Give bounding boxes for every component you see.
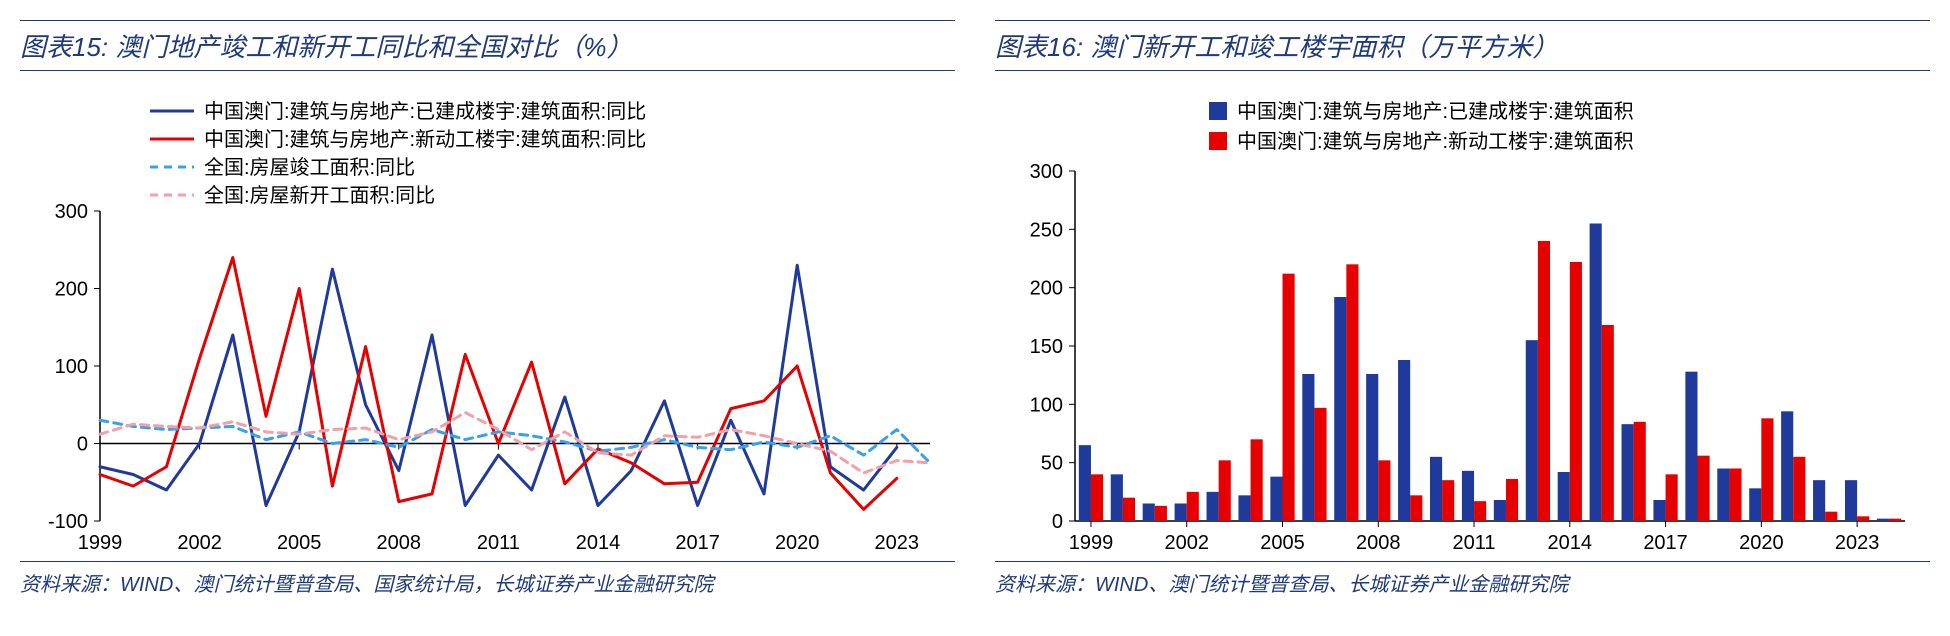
right-chart: 中国澳门:建筑与房地产:已建成楼宇:建筑面积中国澳门:建筑与房地产:新动工楼宇:… [995,81,1930,561]
svg-text:200: 200 [55,279,88,301]
svg-text:全国:房屋竣工面积:同比: 全国:房屋竣工面积:同比 [204,156,415,179]
svg-text:250: 250 [1030,219,1063,241]
svg-text:2014: 2014 [576,532,621,554]
chart-pair: 图表15: 澳门地产竣工和新开工同比和全国对比（%） 中国澳门:建筑与房地产:已… [20,20,1930,597]
svg-text:2023: 2023 [1835,532,1880,554]
svg-text:2020: 2020 [775,532,820,554]
svg-text:1999: 1999 [78,532,123,554]
svg-text:2011: 2011 [477,532,520,554]
svg-text:-100: -100 [48,511,88,533]
svg-text:2002: 2002 [177,532,222,554]
svg-text:中国澳门:建筑与房地产:已建成楼宇:建筑面积: 中国澳门:建筑与房地产:已建成楼宇:建筑面积 [1237,100,1634,123]
svg-text:100: 100 [1030,394,1063,416]
svg-text:0: 0 [1052,511,1063,533]
right-panel: 图表16: 澳门新开工和竣工楼宇面积（万平方米） 中国澳门:建筑与房地产:已建成… [995,20,1930,597]
right-source: 资料来源：WIND、澳门统计暨普查局、长城证券产业金融研究院 [995,561,1930,597]
svg-text:2014: 2014 [1548,532,1593,554]
svg-text:中国澳门:建筑与房地产:已建成楼宇:建筑面积:同比: 中国澳门:建筑与房地产:已建成楼宇:建筑面积:同比 [204,100,646,123]
svg-text:全国:房屋新开工面积:同比: 全国:房屋新开工面积:同比 [204,184,435,207]
svg-text:300: 300 [1030,161,1063,183]
right-title: 图表16: 澳门新开工和竣工楼宇面积（万平方米） [995,20,1930,71]
left-panel: 图表15: 澳门地产竣工和新开工同比和全国对比（%） 中国澳门:建筑与房地产:已… [20,20,955,597]
svg-text:2011: 2011 [1453,532,1496,554]
svg-text:中国澳门:建筑与房地产:新动工楼宇:建筑面积:同比: 中国澳门:建筑与房地产:新动工楼宇:建筑面积:同比 [204,128,646,151]
svg-text:2008: 2008 [377,532,422,554]
svg-text:1999: 1999 [1069,532,1114,554]
svg-text:中国澳门:建筑与房地产:新动工楼宇:建筑面积: 中国澳门:建筑与房地产:新动工楼宇:建筑面积 [1237,130,1634,153]
svg-text:0: 0 [77,434,88,456]
svg-text:100: 100 [55,356,88,378]
svg-text:2017: 2017 [675,532,720,554]
left-source: 资料来源：WIND、澳门统计暨普查局、国家统计局，长城证券产业金融研究院 [20,561,955,597]
svg-text:2005: 2005 [1260,532,1305,554]
svg-text:2020: 2020 [1739,532,1784,554]
left-chart: 中国澳门:建筑与房地产:已建成楼宇:建筑面积:同比中国澳门:建筑与房地产:新动工… [20,81,955,561]
svg-text:2002: 2002 [1164,532,1209,554]
left-title: 图表15: 澳门地产竣工和新开工同比和全国对比（%） [20,20,955,71]
svg-text:300: 300 [55,201,88,223]
svg-text:2017: 2017 [1643,532,1688,554]
svg-text:2008: 2008 [1356,532,1401,554]
svg-text:2005: 2005 [277,532,322,554]
svg-text:200: 200 [1030,278,1063,300]
svg-text:50: 50 [1041,453,1063,475]
svg-text:2023: 2023 [875,532,920,554]
svg-text:150: 150 [1030,336,1063,358]
